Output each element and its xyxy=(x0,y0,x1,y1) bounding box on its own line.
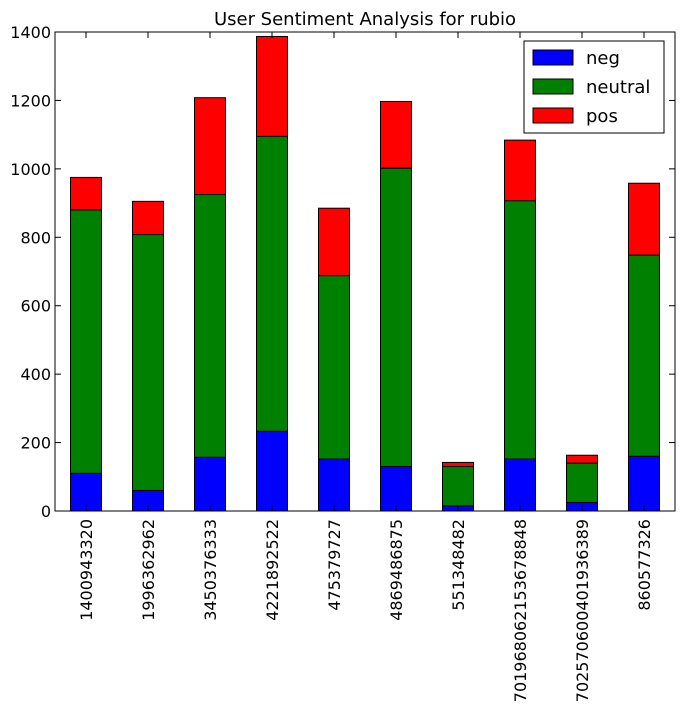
legend-label-neutral: neutral xyxy=(586,77,650,98)
bar-neutral-860577326 xyxy=(628,254,660,457)
bar-neg-475379727 xyxy=(318,458,350,512)
bar-neutral-4221892522 xyxy=(256,135,288,432)
y-tick-label-1000: 1000 xyxy=(10,160,51,179)
bar-pos-702570600401936389 xyxy=(566,454,598,464)
y-tick-label-0: 0 xyxy=(41,502,51,521)
bar-neutral-551348482 xyxy=(442,466,474,507)
legend-label-neg: neg xyxy=(586,48,620,69)
bar-pos-701968062153678848 xyxy=(504,139,536,202)
y-tick-label-200: 200 xyxy=(20,434,51,453)
bars-layer xyxy=(70,35,660,512)
y-tick-label-1200: 1200 xyxy=(10,91,51,110)
plot-frame xyxy=(54,31,676,512)
bar-pos-551348482 xyxy=(442,461,474,468)
y-tick-label-600: 600 xyxy=(20,297,51,316)
bar-pos-860577326 xyxy=(628,182,660,256)
bar-neg-701968062153678848 xyxy=(504,458,536,512)
x-tick-label-475379727: 475379727 xyxy=(325,519,344,611)
bar-pos-4221892522 xyxy=(256,35,288,137)
bar-neg-860577326 xyxy=(628,455,660,512)
x-tick-label-3450376333: 3450376333 xyxy=(201,519,220,621)
x-tick-label-860577326: 860577326 xyxy=(635,519,654,611)
axes-layer: 0 200 400 600 800 1000 1200 1400 1400943320 19963… xyxy=(10,23,676,702)
bar-pos-3450376333 xyxy=(194,97,226,196)
bar-pos-1996362962 xyxy=(132,200,164,236)
bar-neg-3450376333 xyxy=(194,456,226,512)
bar-neutral-3450376333 xyxy=(194,194,226,458)
legend-swatch-pos xyxy=(532,107,574,124)
x-tick-label-551348482: 551348482 xyxy=(449,519,468,611)
legend-swatch-neg xyxy=(532,49,574,66)
bar-neg-1400943320 xyxy=(70,472,102,512)
bar-neg-4869486875 xyxy=(380,466,412,512)
x-tick-label-4221892522: 4221892522 xyxy=(263,519,282,621)
x-tick-label-4869486875: 4869486875 xyxy=(387,519,406,621)
legend: neg neutral pos xyxy=(523,40,665,134)
x-tick-label-1996362962: 1996362962 xyxy=(139,519,158,621)
x-tick-label-1400943320: 1400943320 xyxy=(77,519,96,621)
bar-neg-4221892522 xyxy=(256,430,288,512)
bar-neutral-702570600401936389 xyxy=(566,462,598,503)
bar-neutral-1996362962 xyxy=(132,234,164,491)
y-tick-label-400: 400 xyxy=(20,365,51,384)
bar-pos-4869486875 xyxy=(380,100,412,169)
bar-pos-475379727 xyxy=(318,207,350,277)
bar-neutral-701968062153678848 xyxy=(504,200,536,460)
legend-swatch-neutral xyxy=(532,78,574,95)
x-tick-label-702570600401936389: 702570600401936389 xyxy=(573,519,592,702)
y-tick-label-1400: 1400 xyxy=(10,23,51,42)
bar-neutral-4869486875 xyxy=(380,167,412,468)
legend-label-pos: pos xyxy=(586,106,618,127)
bar-pos-1400943320 xyxy=(70,176,102,211)
bar-neutral-1400943320 xyxy=(70,209,102,474)
x-tick-label-701968062153678848: 701968062153678848 xyxy=(511,519,530,702)
y-tick-label-800: 800 xyxy=(20,228,51,247)
chart-title: User Sentiment Analysis for rubio xyxy=(214,9,516,30)
bar-neutral-475379727 xyxy=(318,275,350,460)
